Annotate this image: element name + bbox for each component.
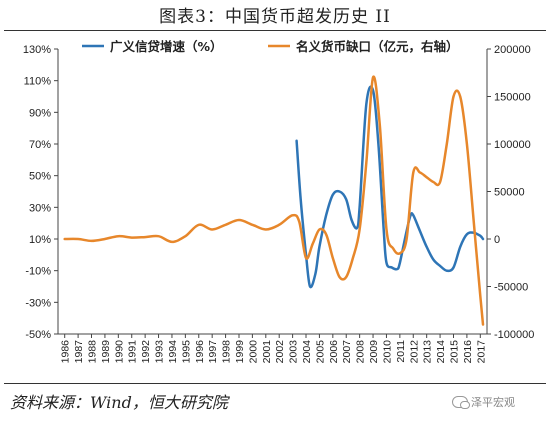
right-tick-label: 200000 — [494, 44, 531, 56]
watermark: 泽平宏观 — [452, 394, 515, 410]
x-tick-label: 1997 — [207, 340, 219, 364]
right-tick-label: 150000 — [494, 92, 531, 104]
x-tick-label: 2004 — [301, 340, 313, 364]
x-tick-label: 1996 — [194, 340, 206, 364]
left-tick-label: 90% — [29, 107, 51, 119]
x-tick-label: 2012 — [408, 340, 420, 364]
x-tick-label: 2007 — [341, 340, 353, 364]
x-tick-label: 2005 — [314, 340, 326, 364]
x-tick-label: 2016 — [462, 340, 474, 364]
x-tick-label: 2017 — [475, 340, 487, 364]
x-tick-label: 2006 — [328, 340, 340, 364]
x-tick-label: 1994 — [167, 340, 179, 364]
left-tick-label: -50% — [25, 329, 51, 341]
title-divider — [4, 30, 546, 31]
left-tick-label: 110% — [24, 76, 52, 88]
x-tick-label: 1986 — [60, 340, 72, 364]
left-tick-label: 10% — [29, 234, 51, 246]
series-line-1 — [63, 75, 485, 326]
x-tick-label: 2014 — [435, 340, 447, 364]
legend-label-1: 名义货币缺口（亿元，右轴） — [296, 39, 459, 54]
x-tick-label: 2010 — [381, 340, 393, 364]
x-tick-label: 1990 — [113, 340, 125, 364]
chart-series — [63, 75, 485, 326]
wechat-icon — [452, 396, 470, 409]
legend-label-0: 广义信贷增速（%） — [110, 39, 223, 54]
chart-title: 图表3：中国货币超发历史 II — [159, 7, 391, 27]
chart-legend: 广义信贷增速（%） 名义货币缺口（亿元，右轴） — [82, 39, 459, 54]
line-chart: 130%110%90%70%50%30%10%-10%-30%-50%20000… — [23, 39, 535, 363]
x-tick-label: 1989 — [100, 340, 112, 364]
right-tick-label: -100000 — [494, 329, 534, 341]
right-tick-label: 100000 — [494, 139, 531, 151]
x-tick-label: 2003 — [288, 340, 300, 364]
x-tick-label: 1993 — [154, 340, 166, 364]
x-tick-label: 2011 — [395, 340, 407, 363]
x-tick-label: 1987 — [73, 340, 85, 364]
x-tick-label: 2015 — [448, 340, 460, 364]
x-tick-label: 1998 — [221, 340, 233, 364]
chart-axes: 130%110%90%70%50%30%10%-10%-30%-50%20000… — [23, 44, 535, 363]
watermark-label: 泽平宏观 — [471, 396, 515, 409]
x-tick-label: 2002 — [274, 340, 286, 364]
right-tick-label: 0 — [494, 234, 500, 246]
x-tick-label: 2009 — [368, 340, 380, 364]
x-tick-label: 1991 — [127, 340, 139, 364]
x-tick-label: 2000 — [247, 340, 259, 364]
left-tick-label: 50% — [29, 171, 51, 183]
right-tick-label: 50000 — [494, 187, 525, 199]
x-tick-label: 1995 — [180, 340, 192, 364]
right-tick-label: -50000 — [494, 282, 528, 294]
x-tick-label: 2008 — [355, 340, 367, 364]
source-note: 资料来源：Wind，恒大研究院 — [10, 393, 228, 412]
x-tick-label: 1999 — [234, 340, 246, 364]
x-tick-label: 1988 — [87, 340, 99, 364]
x-tick-label: 1992 — [140, 340, 152, 364]
left-tick-label: 130% — [23, 44, 51, 56]
left-tick-label: 30% — [29, 202, 51, 214]
source-divider — [4, 383, 546, 384]
left-tick-label: -30% — [25, 297, 51, 309]
left-tick-label: 70% — [29, 139, 51, 151]
x-tick-label: 2013 — [422, 340, 434, 364]
left-tick-label: -10% — [25, 266, 51, 278]
x-tick-label: 2001 — [261, 340, 273, 364]
series-line-0 — [295, 85, 485, 289]
